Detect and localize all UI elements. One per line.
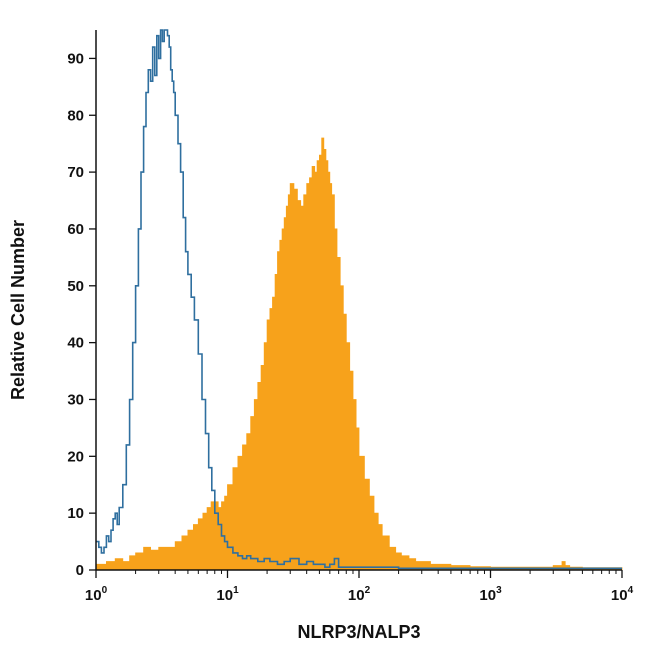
y-axis-title: Relative Cell Number — [8, 220, 28, 400]
y-tick-label: 20 — [67, 448, 84, 465]
series-filled-histogram — [95, 137, 623, 571]
y-tick-label: 90 — [67, 50, 84, 67]
y-tick-label: 0 — [76, 562, 84, 579]
y-tick-label: 40 — [67, 335, 84, 352]
y-tick-label: 50 — [67, 278, 84, 295]
x-tick-label: 100 — [85, 585, 108, 604]
x-axis-title: NLRP3/NALP3 — [297, 622, 420, 642]
series-outline-histogram — [96, 29, 622, 570]
y-tick-label: 30 — [67, 391, 84, 408]
x-tick-label: 103 — [479, 585, 502, 604]
x-tick-label: 104 — [611, 585, 634, 604]
y-tick-label: 60 — [67, 221, 84, 238]
x-tick-label: 102 — [348, 585, 371, 604]
y-tick-label: 10 — [67, 505, 84, 522]
y-tick-label: 80 — [67, 107, 84, 124]
y-tick-label: 70 — [67, 164, 84, 181]
ticks-layer: 0 10 20 30 40 50 60 70 80 90 100 101 102 103 104 — [67, 50, 633, 604]
x-tick-label: 101 — [216, 585, 239, 604]
series-layer — [95, 29, 623, 571]
